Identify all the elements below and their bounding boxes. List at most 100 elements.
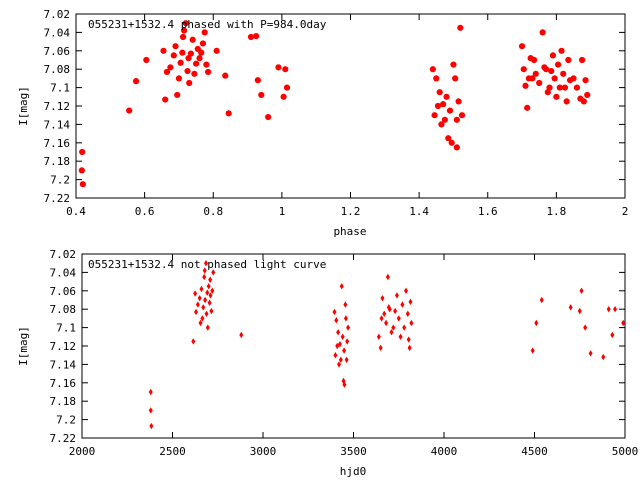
phased-data-point <box>280 93 287 100</box>
phased-data-point <box>203 61 210 68</box>
phased-data-point <box>440 101 447 108</box>
unphased-data-point <box>195 301 200 308</box>
phased-panel: 7.02 7.04 7.06 7.08 7.1 7.12 7.14 7.16 7.18 7.2 7.… <box>17 8 628 238</box>
unphased-data-point <box>384 319 389 327</box>
unphased-data-point <box>210 287 215 294</box>
phased-data-point <box>579 56 586 64</box>
phased-data-point <box>79 181 86 188</box>
unphased-data-point <box>405 310 410 317</box>
unphased-y-tick-label: 7.18 <box>50 395 77 408</box>
unphased-data-point <box>387 306 392 313</box>
phased-data-point <box>265 113 272 121</box>
phased-data-point <box>162 96 169 103</box>
phased-data-point <box>222 72 229 79</box>
phased-y-axis-label: I[mag] <box>17 86 30 126</box>
unphased-data-point <box>342 381 347 388</box>
unphased-chart-title: 055231+1532.4 not phased light curve <box>88 258 326 271</box>
phased-x-tick-label: 1.6 <box>478 205 498 218</box>
unphased-data-point <box>376 333 381 340</box>
phased-data-point <box>542 66 550 73</box>
unphased-data-point <box>579 287 584 294</box>
unphased-data-point <box>406 336 411 343</box>
unphased-x-tick-label: 4000 <box>431 445 458 458</box>
unphased-data-point <box>337 340 342 348</box>
phased-data-point <box>450 61 457 68</box>
phased-data-point <box>187 50 195 57</box>
unphased-data-point <box>337 361 342 368</box>
unphased-data-point <box>193 290 198 297</box>
phased-y-tick-label: 7.16 <box>44 137 71 150</box>
phased-data-point <box>78 167 85 174</box>
unphased-data-point <box>205 324 210 331</box>
phased-data-point <box>201 29 208 36</box>
unphased-data-point <box>343 301 348 308</box>
unphased-data-point <box>333 352 338 359</box>
phased-data-point <box>132 78 140 85</box>
unphased-data-point <box>340 333 345 340</box>
phased-y-tick-label: 7.2 <box>50 174 70 187</box>
unphased-data-point <box>385 273 390 281</box>
unphased-data-point <box>194 308 199 316</box>
phased-y-tick-label: 7.04 <box>44 26 71 39</box>
phased-data-point <box>126 107 133 114</box>
phased-data-point <box>198 49 205 56</box>
unphased-data-point <box>209 307 214 315</box>
phased-data-point <box>573 84 581 91</box>
unphased-data-point <box>407 344 412 352</box>
phased-data-point <box>453 116 460 123</box>
unphased-data-point <box>211 269 216 276</box>
phased-x-tick-label: 2 <box>622 205 629 218</box>
phased-x-tick-label: 1 <box>279 205 286 218</box>
phased-data-point <box>518 43 526 50</box>
phased-data-point <box>254 77 261 84</box>
phased-data-point <box>584 91 591 99</box>
phased-data-point <box>548 67 555 75</box>
phased-data-point <box>182 20 189 27</box>
phased-data-point <box>205 68 212 76</box>
phased-data-point <box>180 27 188 34</box>
phased-data-point <box>213 47 220 54</box>
phased-data-point <box>452 75 459 82</box>
phased-y-tick-label: 7.14 <box>44 118 71 131</box>
phased-x-tick-label: 1.2 <box>341 205 361 218</box>
phased-data-point <box>441 116 448 123</box>
unphased-y-tick-label: 7.06 <box>50 285 77 298</box>
phased-data-point <box>561 84 569 91</box>
phased-data-point <box>191 70 198 77</box>
unphased-data-point <box>342 347 347 354</box>
unphased-data-point <box>393 307 398 315</box>
unphased-y-axis-label: I[mag] <box>17 326 30 366</box>
phased-data-point <box>282 66 289 73</box>
unphased-data-point <box>539 296 544 304</box>
unphased-data-point <box>389 329 394 336</box>
phased-data-point <box>549 52 557 59</box>
phased-data-point <box>554 61 562 68</box>
unphased-data-point <box>148 407 153 414</box>
phased-data-point <box>453 144 460 151</box>
unphased-data-point <box>621 319 626 327</box>
phased-data-point <box>443 93 450 100</box>
unphased-data-point <box>197 294 202 302</box>
unphased-data-point <box>199 285 204 293</box>
phased-y-tick-label: 7.18 <box>44 155 71 168</box>
phased-y-tick-label: 7.12 <box>44 100 71 113</box>
phased-data-point <box>199 40 207 47</box>
phased-data-point <box>163 68 171 76</box>
phased-data-point <box>520 66 527 73</box>
unphased-data-point <box>378 344 383 352</box>
unphased-x-tick-label: 2000 <box>69 445 96 458</box>
unphased-data-point <box>583 324 588 331</box>
unphased-y-tick-label: 7.12 <box>50 340 77 353</box>
unphased-data-point <box>346 324 351 331</box>
phased-data-point <box>551 75 558 82</box>
phased-data-point <box>167 64 174 71</box>
unphased-data-point <box>208 276 213 283</box>
unphased-data-point <box>408 298 413 306</box>
phased-data-point <box>184 67 191 75</box>
unphased-x-tick-label: 5000 <box>612 445 639 458</box>
phased-data-point <box>431 112 438 119</box>
phased-data-point <box>457 24 464 31</box>
unphased-data-point <box>391 324 396 331</box>
phased-chart-title: 055231+1532.4 phased with P=984.0day <box>88 18 327 31</box>
unphased-y-tick-label: 7.14 <box>50 358 77 371</box>
